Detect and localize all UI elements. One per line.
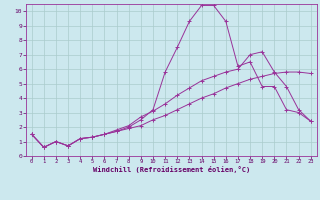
X-axis label: Windchill (Refroidissement éolien,°C): Windchill (Refroidissement éolien,°C) — [92, 166, 250, 173]
